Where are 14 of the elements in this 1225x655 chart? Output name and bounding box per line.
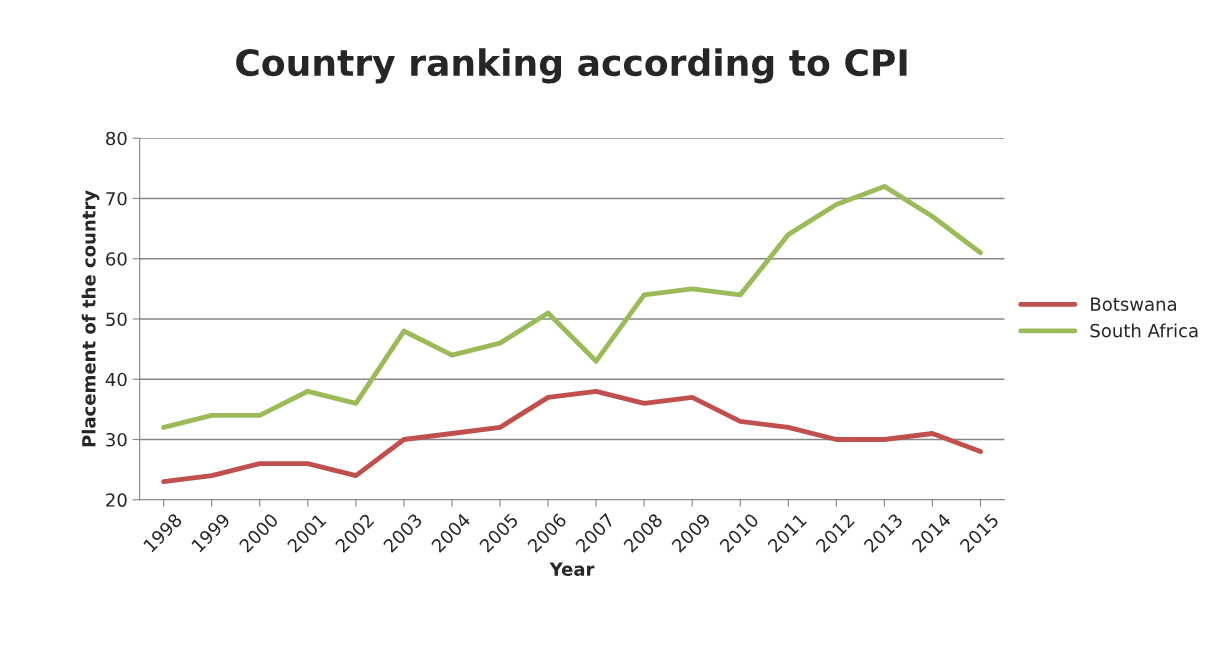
line-series <box>161 388 983 485</box>
y-tick-label: 40 <box>105 372 127 387</box>
y-tick-label: 70 <box>106 191 127 206</box>
y-tick-label: 50 <box>106 312 127 327</box>
legend-label: Botswana <box>1091 297 1176 311</box>
line-series <box>161 183 983 430</box>
legend-label: South Africa <box>1090 323 1198 338</box>
x-axis-title: Year <box>549 562 595 576</box>
y-tick-label: 60 <box>106 252 127 266</box>
y-tick-label: 20 <box>106 493 127 507</box>
chart-title: Country ranking according to CPI <box>236 48 907 84</box>
y-tick-label: 30 <box>106 432 127 447</box>
y-axis-title: Placement of the country <box>81 190 100 447</box>
y-tick-label: 80 <box>106 131 127 146</box>
